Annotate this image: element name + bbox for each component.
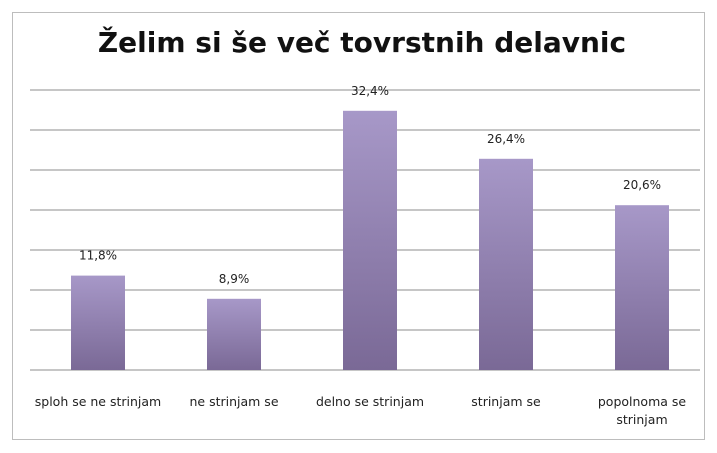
bar — [615, 205, 669, 370]
chart-title: Želim si še več tovrstnih delavnic — [98, 25, 626, 59]
x-tick-label: strinjam se — [471, 394, 541, 409]
x-tick-label: ne strinjam se — [189, 394, 279, 409]
value-label: 11,8% — [79, 249, 117, 263]
x-tick-label: sploh se ne strinjam — [34, 394, 162, 409]
bar — [207, 298, 261, 370]
bar — [479, 158, 533, 370]
value-label: 26,4% — [487, 132, 525, 146]
value-label: 8,9% — [219, 272, 250, 286]
value-label: 20,6% — [623, 178, 661, 192]
x-tick-label: delno se strinjam — [315, 394, 425, 409]
value-label: 32,4% — [351, 84, 389, 98]
bar — [343, 110, 397, 371]
bar — [71, 275, 125, 370]
x-tick-label: popolnoma se strinjam — [597, 394, 687, 427]
